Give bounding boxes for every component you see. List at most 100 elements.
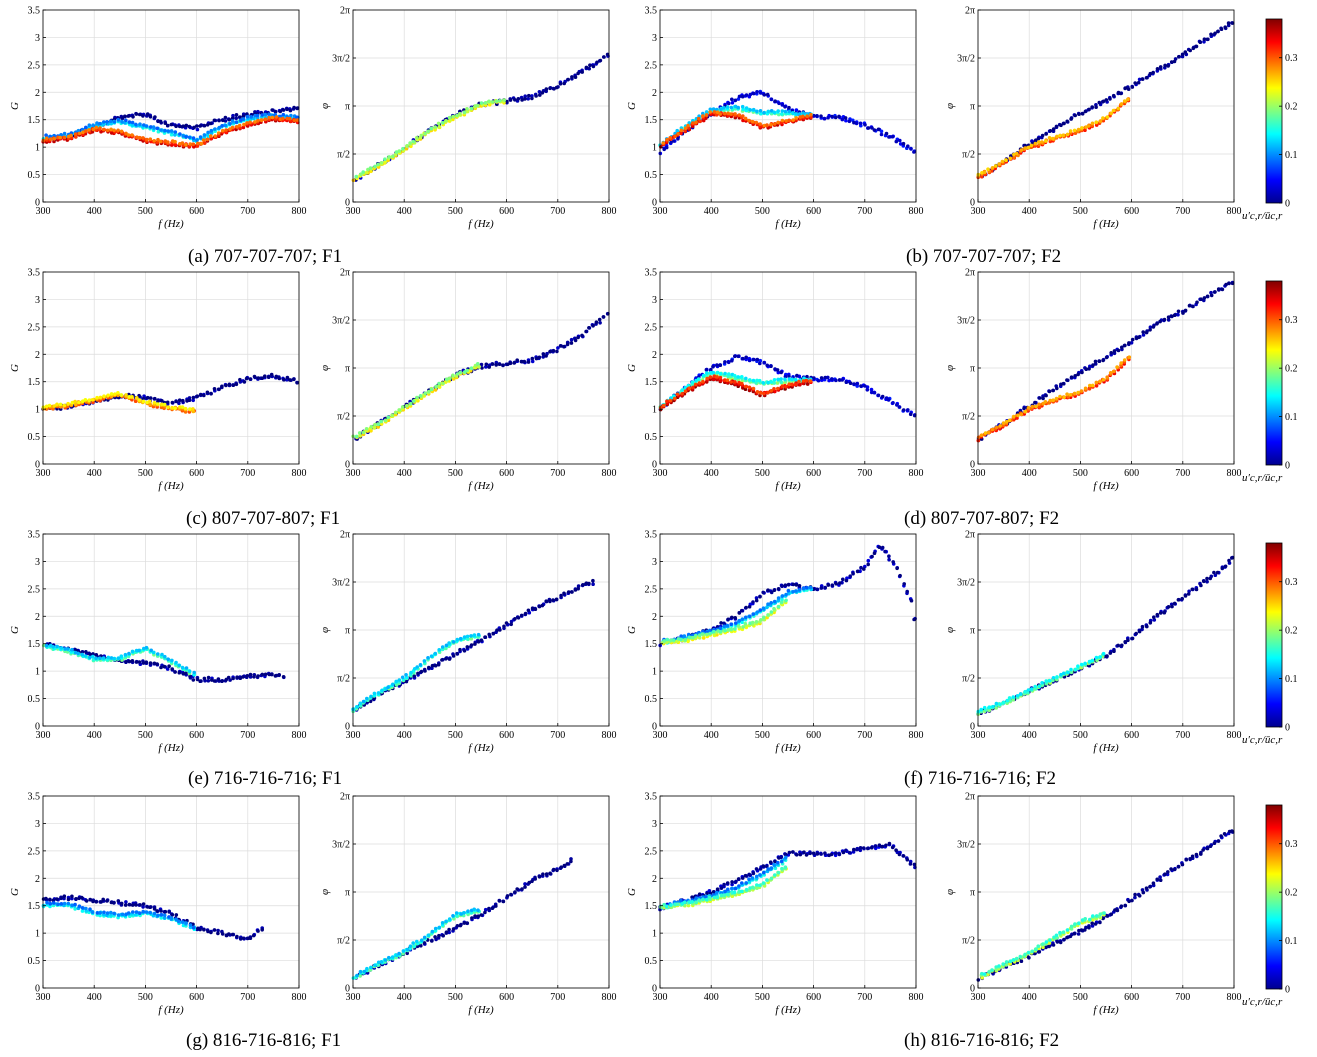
points-c-gain xyxy=(41,372,300,414)
data-point xyxy=(227,382,232,387)
data-point xyxy=(865,388,870,392)
data-point xyxy=(451,927,456,931)
data-point xyxy=(365,696,369,701)
data-point xyxy=(1227,558,1231,563)
data-point xyxy=(1069,667,1073,672)
data-point xyxy=(534,94,538,98)
data-point xyxy=(289,113,293,118)
data-point xyxy=(502,98,507,102)
y-tick-label: 0.5 xyxy=(645,170,658,181)
data-point xyxy=(98,911,102,915)
data-point xyxy=(523,611,528,616)
data-point xyxy=(1058,133,1062,138)
data-point xyxy=(1054,396,1059,401)
data-point xyxy=(191,398,195,403)
data-point xyxy=(98,121,102,126)
x-tick-label: 600 xyxy=(499,730,514,741)
data-point xyxy=(220,384,224,389)
data-point xyxy=(869,387,874,392)
data-point xyxy=(44,896,48,901)
data-point xyxy=(830,114,834,119)
data-point xyxy=(422,659,427,663)
data-point xyxy=(1054,124,1059,129)
data-point xyxy=(780,384,785,389)
data-point xyxy=(419,943,423,948)
data-point xyxy=(580,333,584,338)
data-point xyxy=(451,114,455,119)
data-point xyxy=(1055,134,1059,139)
y-axis-label: φ xyxy=(319,627,331,633)
data-point xyxy=(426,129,431,134)
data-point xyxy=(401,949,406,953)
data-point xyxy=(854,121,859,126)
data-point xyxy=(109,392,114,396)
data-point xyxy=(683,389,688,394)
data-point xyxy=(680,388,685,392)
data-point xyxy=(205,390,210,395)
data-point xyxy=(415,136,419,140)
data-point xyxy=(174,124,178,129)
data-point xyxy=(569,341,574,345)
data-point xyxy=(901,408,906,412)
y-axis-label: φ xyxy=(944,103,956,109)
data-point xyxy=(584,329,588,334)
data-point xyxy=(465,109,470,114)
x-tick-label: 800 xyxy=(292,468,307,479)
data-point xyxy=(1105,375,1109,380)
points-g-phase xyxy=(351,857,573,980)
data-point xyxy=(81,130,85,134)
x-axis-label: f (Hz) xyxy=(158,480,184,492)
data-point xyxy=(739,608,744,613)
points-d-gain xyxy=(658,354,917,418)
data-point xyxy=(202,676,207,681)
y-tick-label: 1.5 xyxy=(645,639,658,650)
data-point xyxy=(671,638,676,642)
data-point xyxy=(569,337,574,342)
data-point xyxy=(427,389,431,394)
data-point xyxy=(447,657,452,661)
data-point xyxy=(679,637,683,642)
data-point xyxy=(455,113,459,118)
data-point xyxy=(479,362,484,367)
data-point xyxy=(830,377,834,381)
data-point xyxy=(451,914,455,918)
data-point xyxy=(376,162,380,167)
data-point xyxy=(126,114,131,118)
data-point xyxy=(74,897,78,901)
data-point xyxy=(437,384,441,388)
data-point xyxy=(765,92,770,97)
x-tick-label: 500 xyxy=(448,730,463,741)
data-point xyxy=(242,936,246,941)
data-point xyxy=(700,632,705,636)
data-point xyxy=(173,670,177,674)
data-point xyxy=(570,590,574,594)
data-point xyxy=(797,588,802,592)
data-point xyxy=(198,135,203,139)
data-point xyxy=(661,141,666,145)
data-point xyxy=(188,407,192,411)
x-tick-label: 300 xyxy=(346,206,361,217)
data-point xyxy=(559,593,563,598)
data-point xyxy=(390,955,395,959)
data-point xyxy=(794,108,799,112)
y-tick-label: 3π/2 xyxy=(332,54,350,65)
data-point xyxy=(444,377,449,382)
data-point xyxy=(105,120,109,124)
data-point xyxy=(533,607,538,611)
data-point xyxy=(135,396,139,400)
data-point xyxy=(1087,367,1091,371)
data-point xyxy=(795,373,799,378)
x-tick-label: 600 xyxy=(1124,468,1139,479)
data-point xyxy=(869,390,874,395)
y-tick-label: 2.5 xyxy=(28,846,41,857)
data-point xyxy=(106,393,110,398)
data-point xyxy=(127,659,132,664)
data-point xyxy=(1101,378,1106,382)
data-point xyxy=(805,114,809,118)
data-point xyxy=(101,656,106,660)
data-point xyxy=(757,378,762,383)
data-point xyxy=(605,52,610,57)
data-point xyxy=(822,116,827,121)
data-point xyxy=(379,960,384,964)
